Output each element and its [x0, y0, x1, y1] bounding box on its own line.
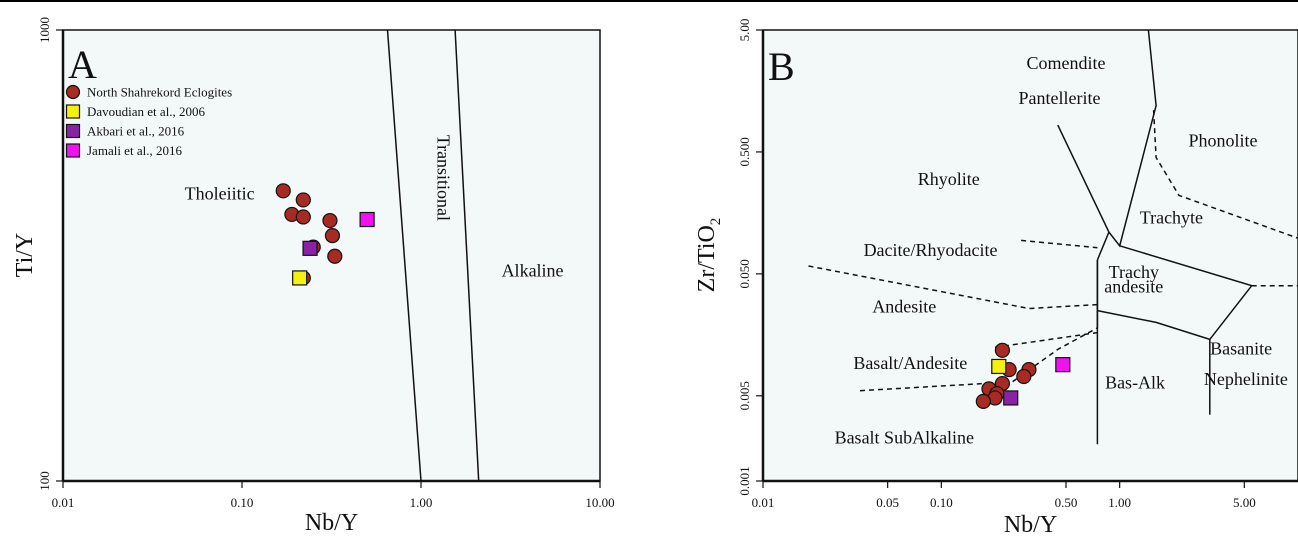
- y-axis-label-main: Ti/Y: [12, 233, 38, 277]
- field-label: Trachy: [1109, 262, 1159, 282]
- top-rule: [0, 0, 1298, 2]
- y-axis-label-main: Zr/TiO: [694, 225, 720, 292]
- y-tick-label: 1000: [37, 17, 52, 43]
- data-point-square: [292, 270, 308, 286]
- y-tick-label: 0.001: [737, 466, 752, 495]
- x-tick-label: 0.50: [1055, 495, 1078, 510]
- plot-area: [763, 30, 1298, 481]
- x-tick-label: 0.01: [752, 495, 775, 510]
- field-label: Trachyte: [1140, 207, 1203, 227]
- x-tick-label: 0.01: [52, 495, 75, 510]
- x-tick-label: 1.00: [410, 495, 433, 510]
- x-tick-label: 5.00: [1233, 495, 1256, 510]
- data-point-square: [359, 211, 375, 228]
- x-axis-label: Nb/Y: [1004, 512, 1057, 538]
- legend-marker-square: [65, 123, 81, 139]
- field-label: andesite: [1104, 277, 1163, 297]
- dashed-boundary: [1021, 239, 1098, 249]
- solid-boundary: [386, 30, 422, 481]
- field-label: Nephelinite: [1204, 369, 1288, 389]
- legend-marker-square: [65, 104, 81, 119]
- data-point-circle: [994, 342, 1010, 358]
- dashed-boundary: [1152, 110, 1298, 239]
- y-tick-label: 0.005: [737, 381, 752, 410]
- y-tick-label: 5.00: [737, 19, 752, 42]
- field-label: Basanite: [1210, 338, 1272, 358]
- data-point-circle: [295, 209, 311, 225]
- data-point-square: [1055, 357, 1071, 373]
- solid-boundary: [1096, 245, 1253, 341]
- legend-entry-label: Davoudian et al., 2006: [87, 104, 206, 119]
- legend-entry-label: North Shahrekord Eclogites: [87, 85, 232, 100]
- y-axis-label-subscript: 2: [708, 218, 724, 226]
- field-label: Transitional: [433, 135, 453, 221]
- field-label: Comendite: [1026, 53, 1105, 73]
- y-axis-label: Ti/Y: [12, 233, 38, 277]
- field-boundaries: [386, 30, 480, 481]
- data-point-circle: [295, 192, 311, 208]
- y-axis-label: Zr/TiO2: [694, 218, 724, 293]
- legend-marker-circle: [65, 84, 81, 100]
- panel-b-chart: 0.01 0.05 0.10 0.50 1.00 5.00 0.001 0.005 0.050 0…: [694, 19, 1298, 538]
- y-tick-label: 100: [37, 471, 52, 491]
- field-label: Basalt/Andesite: [853, 353, 967, 373]
- field-label: Basalt SubAlkaline: [835, 427, 974, 447]
- y-tick-label: 0.500: [737, 137, 752, 166]
- data-point-circle: [275, 183, 291, 199]
- panel-label: B: [768, 44, 795, 89]
- field-label: Andesite: [872, 297, 936, 317]
- data-point-square: [302, 240, 318, 256]
- x-tick-label: 0.10: [930, 495, 953, 510]
- solid-boundary: [1096, 231, 1110, 261]
- field-label: Phonolite: [1189, 130, 1258, 150]
- data-point-circle: [975, 393, 991, 409]
- field-label: Tholeiitic: [185, 183, 255, 203]
- x-tick-label: 10.00: [585, 495, 614, 510]
- x-tick-label: 0.10: [231, 495, 254, 510]
- data-point-square: [1003, 390, 1019, 406]
- panel-label: A: [68, 42, 97, 87]
- data-point-circle: [327, 248, 343, 264]
- data-point-square: [991, 358, 1007, 375]
- data-point-circle: [324, 228, 341, 244]
- data-point-circle: [322, 212, 338, 229]
- data-point-circle: [1016, 368, 1032, 385]
- legend: North Shahrekord Eclogites Davoudian et a…: [65, 84, 232, 158]
- legend-entry-label: Akbari et al., 2016: [87, 124, 185, 139]
- x-axis-label: Nb/Y: [305, 510, 358, 536]
- panel-a-chart: 0.01 0.10 1.00 10.00 100 1000 Nb/Y Ti/Y A Tholeii…: [12, 17, 615, 536]
- legend-marker-square: [65, 143, 81, 158]
- legend-entry-label: Jamali et al., 2016: [87, 143, 182, 158]
- x-tick-label: 0.05: [876, 495, 899, 510]
- field-label: Rhyolite: [918, 169, 980, 189]
- field-label: Bas-Alk: [1105, 373, 1165, 393]
- field-label: Alkaline: [502, 261, 564, 281]
- field-label: Pantellerite: [1019, 88, 1101, 108]
- solid-boundary: [454, 30, 480, 481]
- y-tick-label: 0.050: [737, 259, 752, 288]
- x-tick-label: 1.00: [1108, 495, 1131, 510]
- field-label: Dacite/Rhyodacite: [864, 240, 998, 260]
- dashed-boundary: [808, 265, 1098, 310]
